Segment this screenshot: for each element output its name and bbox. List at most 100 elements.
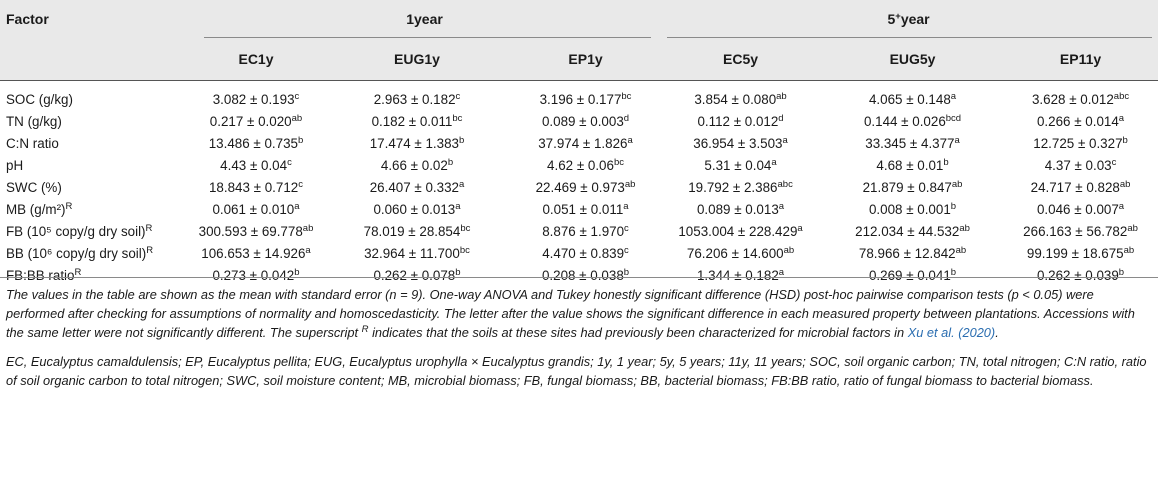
table-cell: 3.082 ± 0.193c xyxy=(190,80,322,110)
table-cell: 0.182 ± 0.011bc xyxy=(322,110,512,132)
table-cell: 4.37 ± 0.03c xyxy=(1003,154,1158,176)
cell-significance-letter: abc xyxy=(777,178,793,190)
table-footnotes: The values in the table are shown as the… xyxy=(6,285,1148,390)
cell-value: 3.082 ± 0.193 xyxy=(212,91,295,107)
cell-value: 0.217 ± 0.020 xyxy=(209,113,292,129)
table-cell: 19.792 ± 2.386abc xyxy=(659,176,822,198)
cell-significance-letter: bc xyxy=(621,90,632,102)
cell-significance-letter: b xyxy=(294,266,300,278)
cell-value: 266.163 ± 56.782 xyxy=(1023,223,1128,239)
table-cell: 0.269 ± 0.041b xyxy=(822,264,1003,286)
cell-value: 33.345 ± 4.377 xyxy=(865,135,955,151)
table-cell: 212.034 ± 44.532ab xyxy=(822,220,1003,242)
cell-value: 0.269 ± 0.041 xyxy=(868,267,951,283)
column-header: EC1y xyxy=(190,38,322,81)
cell-value: 78.966 ± 12.842 xyxy=(858,245,956,261)
table-cell: 21.879 ± 0.847ab xyxy=(822,176,1003,198)
group-1year-rule xyxy=(204,37,652,38)
table-row: FB (10⁵ copy/g dry soil)R 300.593 ± 69.77… xyxy=(0,220,1158,242)
table-cell: 266.163 ± 56.782ab xyxy=(1003,220,1158,242)
row-label-superscript: R xyxy=(74,266,82,278)
cell-significance-letter: a xyxy=(1118,112,1125,124)
row-label-superscript: R xyxy=(146,244,154,256)
cell-value: 36.954 ± 3.503 xyxy=(693,135,783,151)
cell-significance-letter: a xyxy=(771,156,777,168)
cell-significance-letter: b xyxy=(297,134,304,146)
cell-value: 4.68 ± 0.01 xyxy=(876,157,944,173)
cell-value: 22.469 ± 0.973 xyxy=(535,179,625,195)
table-cell: 0.061 ± 0.010a xyxy=(190,198,322,220)
cell-value: 78.019 ± 28.854 xyxy=(363,223,461,239)
column-header: EP11y xyxy=(1003,38,1158,81)
table-cell: 0.262 ± 0.078b xyxy=(322,264,512,286)
group-header-5year: 5+year xyxy=(659,0,1158,38)
table-cell: 4.065 ± 0.148a xyxy=(822,80,1003,110)
cell-value: 3.628 ± 0.012 xyxy=(1031,91,1114,107)
row-label: SWC (%) xyxy=(0,176,190,198)
cell-significance-letter: ab xyxy=(1119,178,1131,190)
cell-significance-letter: ab xyxy=(955,244,967,256)
group-5year-unit: year xyxy=(900,11,930,27)
table-cell: 300.593 ± 69.778ab xyxy=(190,220,322,242)
cell-value: 0.051 ± 0.011 xyxy=(542,201,624,217)
cell-significance-letter: c xyxy=(294,90,300,102)
cell-significance-letter: b xyxy=(455,266,461,278)
data-table: Factor 1year 5+year EC1y EUG1y EP1y EC5y EUG… xyxy=(0,0,1158,286)
row-label-superscript: R xyxy=(65,200,73,212)
table-cell: 0.008 ± 0.001b xyxy=(822,198,1003,220)
cell-significance-letter: ab xyxy=(1127,222,1138,234)
table-cell: 4.62 ± 0.06bc xyxy=(512,154,659,176)
row-label: BB (10⁶ copy/g dry soil)R xyxy=(0,242,190,264)
table-cell: 0.266 ± 0.014a xyxy=(1003,110,1158,132)
cell-value: 0.112 ± 0.012 xyxy=(697,113,779,129)
group-5year-rule xyxy=(667,37,1153,38)
table-row: pH 4.43 ± 0.04c 4.66 ± 0.02b 4.62 ± 0.06bc 5… xyxy=(0,154,1158,176)
cell-value: 3.196 ± 0.177 xyxy=(539,91,622,107)
table-row: BB (10⁶ copy/g dry soil)R 106.653 ± 14.92… xyxy=(0,242,1158,264)
cell-value: 1.344 ± 0.182 xyxy=(696,267,779,283)
footnote-text-3: . xyxy=(995,325,999,340)
cell-value: 0.144 ± 0.026 xyxy=(863,113,946,129)
row-label-text: BB (10⁶ copy/g dry soil) xyxy=(6,245,147,261)
row-label: C:N ratio xyxy=(0,132,190,154)
cell-value: 0.008 ± 0.001 xyxy=(868,201,951,217)
cell-significance-letter: d xyxy=(778,112,784,124)
table-cell: 4.470 ± 0.839c xyxy=(512,242,659,264)
cell-value: 3.854 ± 0.080 xyxy=(694,91,777,107)
cell-significance-letter: d xyxy=(623,112,630,124)
cell-significance-letter: ab xyxy=(302,222,314,234)
cell-value: 0.089 ± 0.003 xyxy=(541,113,624,129)
column-header: EC5y xyxy=(659,38,823,81)
table-cell: 106.653 ± 14.926a xyxy=(190,242,322,264)
cell-significance-letter: b xyxy=(458,134,465,146)
row-label: FB (10⁵ copy/g dry soil)R xyxy=(0,220,190,242)
table-cell: 5.31 ± 0.04a xyxy=(659,154,822,176)
row-label-text: FB:BB ratio xyxy=(6,267,75,283)
row-label: FB:BB ratioR xyxy=(0,264,190,286)
cell-significance-letter: bc xyxy=(613,156,624,168)
row-label-text: FB (10⁵ copy/g dry soil) xyxy=(6,223,146,239)
cell-significance-letter: ab xyxy=(1123,244,1135,256)
table-cell: 4.43 ± 0.04c xyxy=(190,154,322,176)
cell-significance-letter: a xyxy=(294,200,300,212)
table-cell: 1053.004 ± 228.429a xyxy=(659,220,822,242)
row-label-text: MB (g/m²) xyxy=(6,201,66,217)
cell-significance-letter: c xyxy=(455,90,461,102)
cell-significance-letter: a xyxy=(797,222,803,234)
table-row: MB (g/m²)R 0.061 ± 0.010a 0.060 ± 0.013a 0.… xyxy=(0,198,1158,220)
table-cell: 0.089 ± 0.013a xyxy=(659,198,822,220)
group-1year-label: 1year xyxy=(406,11,443,27)
cell-value: 106.653 ± 14.926 xyxy=(201,245,306,261)
cell-value: 21.879 ± 0.847 xyxy=(862,179,952,195)
table-cell: 32.964 ± 11.700bc xyxy=(322,242,512,264)
table-cell: 2.963 ± 0.182c xyxy=(322,80,512,110)
table-cell: 36.954 ± 3.503a xyxy=(659,132,822,154)
cell-significance-letter: bcd xyxy=(945,112,962,124)
cell-value: 37.974 ± 1.826 xyxy=(538,135,628,151)
cell-significance-letter: a xyxy=(778,200,785,212)
table-cell: 99.199 ± 18.675ab xyxy=(1003,242,1158,264)
cell-significance-letter: a xyxy=(950,90,957,102)
cell-value: 19.792 ± 2.386 xyxy=(688,179,778,195)
citation-link[interactable]: Xu et al. (2020) xyxy=(907,325,996,340)
